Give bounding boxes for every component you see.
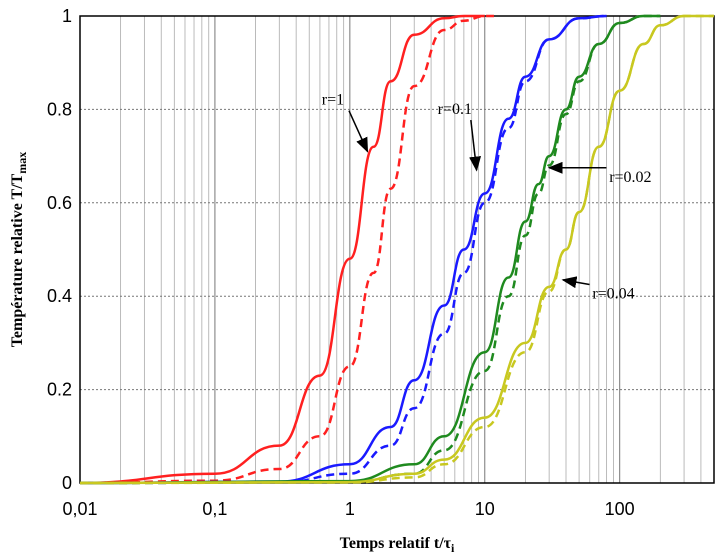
series-line-1-solid xyxy=(79,14,485,485)
y-tick-label: 0 xyxy=(62,473,72,493)
series-line-5-solid xyxy=(79,14,661,485)
annotations: r=1 r=0.1 r=0.02 r=0.04 xyxy=(322,92,652,303)
x-tick-label: 10 xyxy=(475,499,495,519)
series-line-7-solid xyxy=(79,14,714,485)
plot-frame xyxy=(79,15,715,484)
series-line-4-dashed xyxy=(79,14,607,485)
y-tick-label: 0.8 xyxy=(47,99,72,119)
x-axis-label: Temps relatif t/τi xyxy=(340,535,455,555)
annotation-label: r=0.04 xyxy=(592,286,634,303)
annotation-label: r=0.02 xyxy=(609,169,651,186)
annotation-arrow xyxy=(469,119,482,172)
x-tick-label: 100 xyxy=(605,499,635,519)
annotation-label: r=1 xyxy=(322,92,344,109)
x-tick-label: 0,01 xyxy=(62,499,97,519)
x-tick-label: 0,1 xyxy=(202,499,227,519)
series-line-8-dashed xyxy=(79,14,714,485)
y-tick-label: 0.4 xyxy=(47,286,72,306)
curves xyxy=(79,14,714,485)
y-tick-label: 0.2 xyxy=(47,380,72,400)
annotation-arrow xyxy=(561,276,590,289)
y-axis-label: Température relative T/Tmax xyxy=(9,152,29,348)
grid xyxy=(79,15,715,484)
series-line-2-dashed xyxy=(79,14,496,485)
annotation-label: r=0.1 xyxy=(438,101,472,118)
annotation-arrow xyxy=(348,110,369,153)
y-tick-label: 1 xyxy=(62,6,72,26)
y-tick-label: 0.6 xyxy=(47,193,72,213)
tick-labels: 0,01 0,1 1 10 100 0 0.2 0.4 0.6 0.8 1 xyxy=(47,6,635,519)
x-tick-label: 1 xyxy=(345,499,355,519)
